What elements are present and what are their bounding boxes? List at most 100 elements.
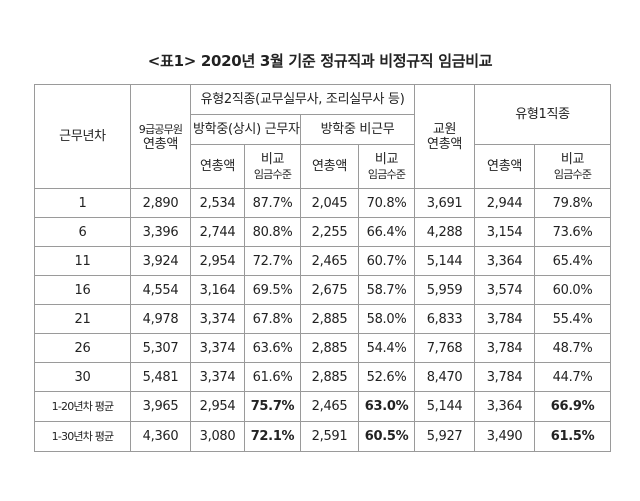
compare-line1: 비교 xyxy=(560,151,585,167)
year-cell: 26 xyxy=(34,333,131,363)
type1-total-cell: 3,154 xyxy=(474,217,536,247)
type2-b-compare-cell: 52.6% xyxy=(357,362,416,392)
type2-b-compare-cell: 63.0% xyxy=(357,391,416,422)
type2-a-compare-cell: 80.8% xyxy=(244,217,301,247)
type2-a-total-cell: 2,954 xyxy=(190,391,245,422)
type1-compare-cell: 48.7% xyxy=(534,333,612,363)
type2-a-compare-cell: 63.6% xyxy=(244,333,301,363)
civil-header-line1: 9급공무원 xyxy=(138,122,183,136)
year-cell: 21 xyxy=(34,304,131,334)
compare-line2: 임금수준 xyxy=(367,167,406,181)
teacher-cell: 5,144 xyxy=(414,246,476,276)
type2-a-header: 방학중(상시) 근무자 xyxy=(190,114,301,145)
civil-cell: 3,396 xyxy=(130,217,191,247)
civil-header-line2: 연총액 xyxy=(143,136,178,152)
type1-compare-cell: 65.4% xyxy=(534,246,612,276)
type2-b-compare-cell: 54.4% xyxy=(357,333,416,363)
average-label-cell: 1-30년차 평균 xyxy=(34,421,131,452)
civil-cell: 2,890 xyxy=(130,188,191,218)
type2-a-compare-cell: 69.5% xyxy=(244,275,301,305)
civil-cell: 3,924 xyxy=(130,246,191,276)
type1-compare-header: 비교 임금수준 xyxy=(534,144,612,189)
type1-compare-cell: 79.8% xyxy=(534,188,612,218)
year-cell: 6 xyxy=(34,217,131,247)
type2-b-compare-cell: 58.0% xyxy=(357,304,416,334)
year-cell: 30 xyxy=(34,362,131,392)
type2-b-compare-cell: 60.5% xyxy=(357,421,416,452)
type2-b-total-header: 연총액 xyxy=(300,144,359,189)
compare-line1: 비교 xyxy=(374,151,399,167)
type2-b-compare-header: 비교 임금수준 xyxy=(357,144,416,189)
type2-a-compare-header: 비교 임금수준 xyxy=(244,144,301,189)
compare-line1: 비교 xyxy=(260,151,285,167)
type2-b-total-cell: 2,885 xyxy=(300,304,359,334)
table-row: 26 5,307 3,374 63.6% 2,885 54.4% 7,768 3… xyxy=(34,333,612,363)
civil-servant-header: 9급공무원 연총액 xyxy=(130,84,191,189)
civil-cell: 4,554 xyxy=(130,275,191,305)
type2-b-compare-cell: 66.4% xyxy=(357,217,416,247)
type1-header: 유형1직종 xyxy=(474,84,612,145)
type1-total-header: 연총액 xyxy=(474,144,536,189)
type2-a-compare-cell: 61.6% xyxy=(244,362,301,392)
teacher-header: 교원 연총액 xyxy=(414,84,476,189)
type2-a-compare-cell: 67.8% xyxy=(244,304,301,334)
type1-total-cell: 3,574 xyxy=(474,275,536,305)
teacher-cell: 5,927 xyxy=(414,421,476,452)
type1-total-cell: 3,784 xyxy=(474,362,536,392)
type1-total-cell: 3,784 xyxy=(474,333,536,363)
header-row-1: 근무년차 9급공무원 연총액 유형2직종(교무실무사, 조리실무사 등) 교원 … xyxy=(34,84,612,189)
year-cell: 16 xyxy=(34,275,131,305)
teacher-cell: 6,833 xyxy=(414,304,476,334)
year-cell: 1 xyxy=(34,188,131,218)
type2-a-compare-cell: 87.7% xyxy=(244,188,301,218)
type2-a-total-cell: 2,534 xyxy=(190,188,245,218)
type2-b-total-cell: 2,591 xyxy=(300,421,359,452)
type2-a-total-cell: 2,744 xyxy=(190,217,245,247)
compare-line2: 임금수준 xyxy=(553,167,592,181)
type1-compare-cell: 61.5% xyxy=(534,421,612,452)
civil-cell: 5,481 xyxy=(130,362,191,392)
table-row: 16 4,554 3,164 69.5% 2,675 58.7% 5,959 3… xyxy=(34,275,612,305)
table-title: <표1> 2020년 3월 기준 정규직과 비정규직 임금비교 xyxy=(147,52,493,70)
civil-cell: 5,307 xyxy=(130,333,191,363)
type2-a-total-cell: 2,954 xyxy=(190,246,245,276)
type2-a-total-cell: 3,374 xyxy=(190,333,245,363)
type2-a-compare-cell: 75.7% xyxy=(244,391,301,422)
type1-compare-cell: 55.4% xyxy=(534,304,612,334)
average-row: 1-20년차 평균 3,965 2,954 75.7% 2,465 63.0% … xyxy=(34,391,612,422)
wage-comparison-table: 근무년차 9급공무원 연총액 유형2직종(교무실무사, 조리실무사 등) 교원 … xyxy=(34,84,612,452)
teacher-cell: 4,288 xyxy=(414,217,476,247)
teacher-header-line1: 교원 xyxy=(432,121,457,137)
civil-cell: 3,965 xyxy=(130,391,191,422)
table-row: 11 3,924 2,954 72.7% 2,465 60.7% 5,144 3… xyxy=(34,246,612,276)
type1-total-cell: 3,784 xyxy=(474,304,536,334)
civil-cell: 4,360 xyxy=(130,421,191,452)
teacher-cell: 8,470 xyxy=(414,362,476,392)
type1-total-cell: 2,944 xyxy=(474,188,536,218)
teacher-cell: 5,144 xyxy=(414,391,476,422)
type2-b-total-cell: 2,885 xyxy=(300,333,359,363)
type1-compare-cell: 66.9% xyxy=(534,391,612,422)
type1-total-cell: 3,364 xyxy=(474,391,536,422)
type2-b-total-cell: 2,255 xyxy=(300,217,359,247)
type2-a-compare-cell: 72.1% xyxy=(244,421,301,452)
teacher-header-line2: 연총액 xyxy=(427,136,463,152)
civil-cell: 4,978 xyxy=(130,304,191,334)
type2-b-total-cell: 2,675 xyxy=(300,275,359,305)
type1-compare-cell: 73.6% xyxy=(534,217,612,247)
type2-b-compare-cell: 70.8% xyxy=(357,188,416,218)
type1-total-cell: 3,364 xyxy=(474,246,536,276)
type2-b-total-cell: 2,885 xyxy=(300,362,359,392)
years-header: 근무년차 xyxy=(34,84,131,189)
table-row: 6 3,396 2,744 80.8% 2,255 66.4% 4,288 3,… xyxy=(34,217,612,247)
type2-a-total-cell: 3,080 xyxy=(190,421,245,452)
type2-a-total-header: 연총액 xyxy=(190,144,245,189)
type2-header: 유형2직종(교무실무사, 조리실무사 등) xyxy=(189,84,416,115)
type1-compare-cell: 60.0% xyxy=(534,275,612,305)
teacher-cell: 3,691 xyxy=(414,188,476,218)
type2-b-compare-cell: 58.7% xyxy=(357,275,416,305)
year-cell: 11 xyxy=(34,246,131,276)
type2-b-total-cell: 2,465 xyxy=(300,246,359,276)
teacher-cell: 7,768 xyxy=(414,333,476,363)
table-row: 21 4,978 3,374 67.8% 2,885 58.0% 6,833 3… xyxy=(34,304,612,334)
